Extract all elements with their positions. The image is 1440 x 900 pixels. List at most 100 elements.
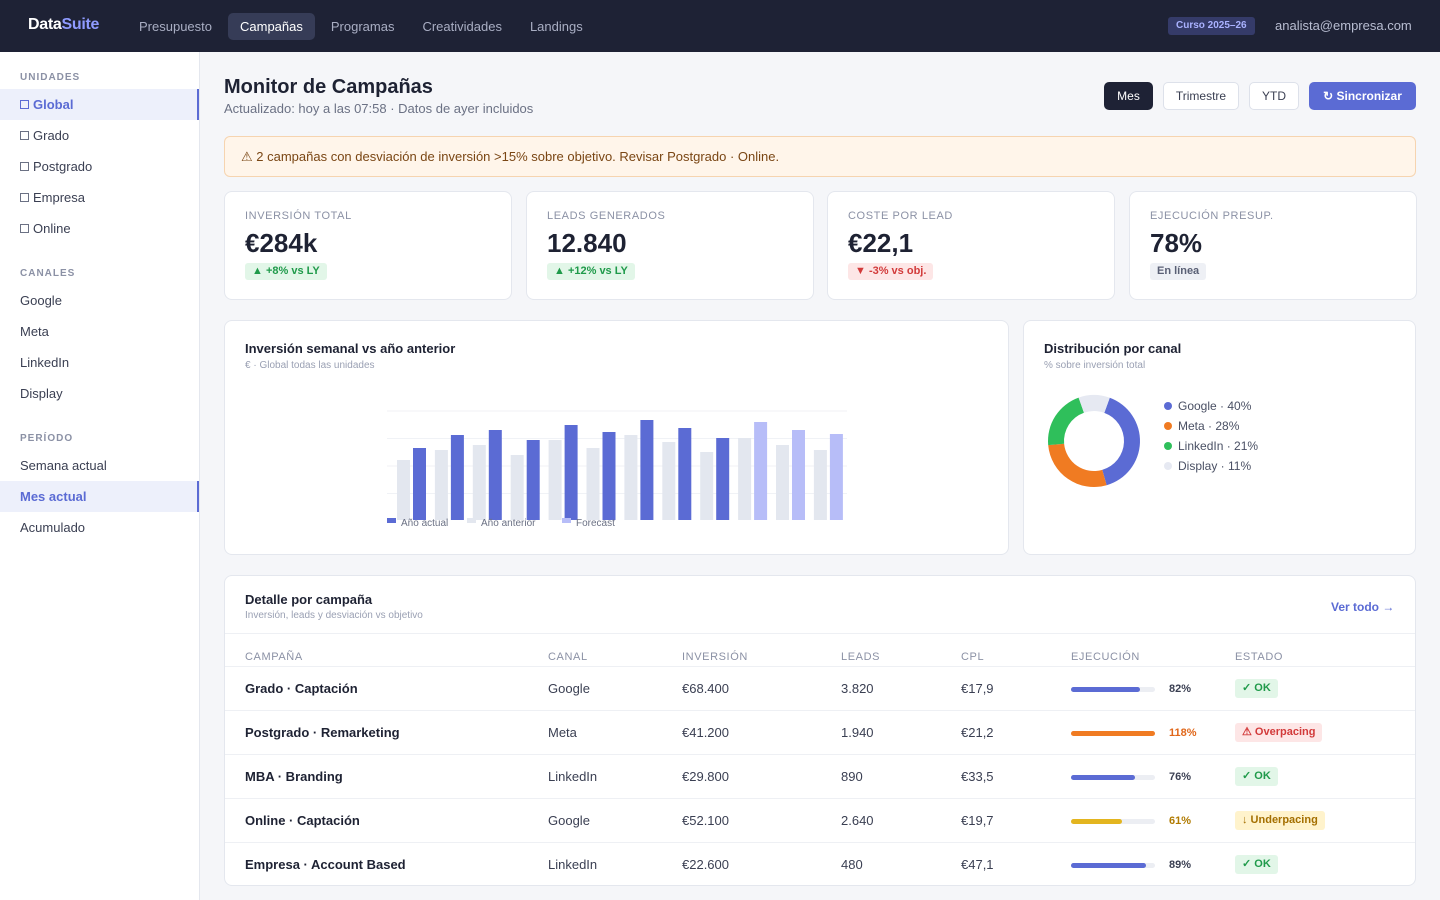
bar-current-year bbox=[526, 440, 540, 520]
kpi-label: COSTE POR LEAD bbox=[848, 210, 953, 222]
kpi-value: 78% bbox=[1150, 228, 1203, 258]
channel-cell: Google bbox=[548, 813, 590, 828]
period-quarter-button[interactable]: Trimestre bbox=[1163, 82, 1239, 110]
chart-title: Distribución por canal bbox=[1044, 341, 1182, 356]
legend-label-previous: Año anterior bbox=[481, 518, 536, 529]
channel-distribution-card: Distribución por canal % sobre inversión… bbox=[1023, 320, 1416, 555]
sidebar-item-linkedin[interactable]: LinkedIn bbox=[20, 355, 70, 370]
leads-cell: 2.640 bbox=[841, 813, 874, 828]
kpi-card-ejecucion: EJECUCIÓN PRESUP. 78% En línea bbox=[1129, 191, 1417, 300]
bar-previous-year bbox=[397, 460, 410, 520]
execution-bar bbox=[1071, 731, 1155, 736]
legend-item-google: Google · 40% bbox=[1164, 399, 1251, 413]
donut-slice-google bbox=[1102, 397, 1140, 486]
chart-bars bbox=[397, 420, 843, 520]
checkbox-icon bbox=[20, 224, 29, 233]
kpi-card-cpl: COSTE POR LEAD €22,1 ▼ -3% vs obj. bbox=[827, 191, 1115, 300]
sidebar-item-label: Online bbox=[33, 221, 71, 236]
channel-donut-chart bbox=[1048, 395, 1140, 487]
column-header-channel[interactable]: CANAL bbox=[548, 651, 588, 663]
sidebar-item-meta[interactable]: Meta bbox=[20, 324, 49, 339]
legend-dot bbox=[1164, 462, 1172, 470]
legend-item-linkedin: LinkedIn · 21% bbox=[1164, 439, 1258, 453]
sidebar-item-postgrado[interactable]: Postgrado bbox=[0, 151, 199, 182]
bar-previous-year bbox=[776, 445, 789, 520]
column-header-spend[interactable]: INVERSIÓN bbox=[682, 651, 748, 663]
sidebar-item-google[interactable]: Google bbox=[20, 293, 62, 308]
sidebar-item-global[interactable]: Global bbox=[0, 89, 199, 120]
cpl-cell: €47,1 bbox=[961, 857, 994, 872]
column-header-campaign[interactable]: CAMPAÑA bbox=[245, 651, 303, 663]
column-header-execution[interactable]: EJECUCIÓN bbox=[1071, 651, 1140, 663]
kpi-value: €284k bbox=[245, 228, 318, 258]
bar-current-year bbox=[716, 438, 730, 520]
table-row[interactable]: Postgrado · Remarketing Meta €41.200 1.9… bbox=[225, 710, 1415, 754]
bar-current-year bbox=[564, 425, 578, 520]
chart-subtitle: % sobre inversión total bbox=[1044, 360, 1146, 371]
legend-dot bbox=[1164, 442, 1172, 450]
period-ytd-button[interactable]: YTD bbox=[1249, 82, 1299, 110]
legend-dot bbox=[1164, 402, 1172, 410]
cpl-cell: €33,5 bbox=[961, 769, 994, 784]
bar-previous-year bbox=[624, 435, 638, 520]
page-subtitle: Actualizado: hoy a las 07:58 · Datos de … bbox=[224, 101, 534, 116]
year-badge[interactable]: Curso 2025–26 bbox=[1168, 17, 1255, 35]
channel-cell: Google bbox=[548, 681, 590, 696]
sidebar-item-online[interactable]: Online bbox=[0, 213, 199, 244]
column-header-leads[interactable]: LEADS bbox=[841, 651, 881, 663]
period-month-button[interactable]: Mes bbox=[1104, 82, 1153, 110]
table-row[interactable]: Online · Captación Google €52.100 2.640 … bbox=[225, 798, 1415, 842]
bar-previous-year bbox=[472, 445, 486, 520]
user-email[interactable]: analista@empresa.com bbox=[1275, 18, 1412, 33]
brand-logo[interactable]: DataSuite bbox=[28, 16, 99, 34]
bar-previous-year bbox=[813, 450, 827, 520]
sidebar-item-semana-actual[interactable]: Semana actual bbox=[20, 458, 107, 473]
chart-subtitle: € · Global todas las unidades bbox=[245, 360, 375, 371]
status-badge: ✓ OK bbox=[1235, 767, 1278, 786]
bar-forecast bbox=[754, 422, 768, 520]
checkbox-icon bbox=[20, 100, 29, 109]
nav-presupuesto[interactable]: Presupuesto bbox=[139, 19, 212, 34]
status-badge: ⚠ Overpacing bbox=[1235, 723, 1323, 742]
spend-cell: €68.400 bbox=[682, 681, 729, 696]
execution-bar-fill bbox=[1071, 863, 1146, 868]
table-row[interactable]: MBA · Branding LinkedIn €29.800 890 €33,… bbox=[225, 754, 1415, 798]
bar-current-year bbox=[488, 430, 502, 520]
sidebar-item-display[interactable]: Display bbox=[20, 386, 63, 401]
sidebar-item-label: Postgrado bbox=[33, 159, 93, 174]
nav-programas[interactable]: Programas bbox=[330, 19, 395, 34]
sidebar-units-title: UNIDADES bbox=[20, 72, 81, 83]
column-header-cpl[interactable]: CPL bbox=[961, 651, 985, 663]
bar-current-year bbox=[640, 420, 654, 520]
nav-creatividades[interactable]: Creatividades bbox=[422, 19, 502, 34]
leads-cell: 480 bbox=[841, 857, 863, 872]
bar-forecast bbox=[829, 434, 843, 520]
sync-button[interactable]: ↻ Sincronizar bbox=[1309, 82, 1416, 110]
see-all-link[interactable]: Ver todo → bbox=[1331, 600, 1395, 614]
legend-label-forecast: Forecast bbox=[576, 518, 615, 529]
column-header-status[interactable]: ESTADO bbox=[1235, 651, 1284, 663]
channel-cell: Meta bbox=[548, 725, 577, 740]
kpi-label: INVERSIÓN TOTAL bbox=[245, 210, 352, 222]
campaign-name: MBA · Branding bbox=[245, 769, 343, 784]
sidebar-item-label: Empresa bbox=[33, 190, 86, 205]
legend-label: Display · 11% bbox=[1178, 459, 1252, 473]
legend-dot bbox=[1164, 422, 1172, 430]
table-row[interactable]: Empresa · Account Based LinkedIn €22.600… bbox=[225, 842, 1415, 885]
legend-swatch-previous bbox=[467, 518, 476, 523]
spend-cell: €52.100 bbox=[682, 813, 729, 828]
sidebar-item-mes-actual[interactable]: Mes actual bbox=[0, 481, 199, 512]
sidebar-item-acumulado[interactable]: Acumulado bbox=[20, 520, 86, 535]
nav-landings[interactable]: Landings bbox=[529, 19, 583, 34]
status-badge: ↓ Underpacing bbox=[1235, 811, 1325, 830]
nav-campanas[interactable]: Campañas bbox=[228, 13, 315, 40]
sidebar-item-grado[interactable]: Grado bbox=[0, 120, 199, 151]
status-badge: ✓ OK bbox=[1235, 855, 1278, 874]
checkbox-icon bbox=[20, 131, 29, 140]
sidebar-item-empresa[interactable]: Empresa bbox=[0, 182, 199, 213]
table-row[interactable]: Grado · Captación Google €68.400 3.820 €… bbox=[225, 666, 1415, 710]
execution-bar bbox=[1071, 775, 1155, 780]
bar-current-year bbox=[602, 432, 616, 520]
kpi-delta: En línea bbox=[1150, 263, 1207, 280]
execution-bar bbox=[1071, 863, 1155, 868]
